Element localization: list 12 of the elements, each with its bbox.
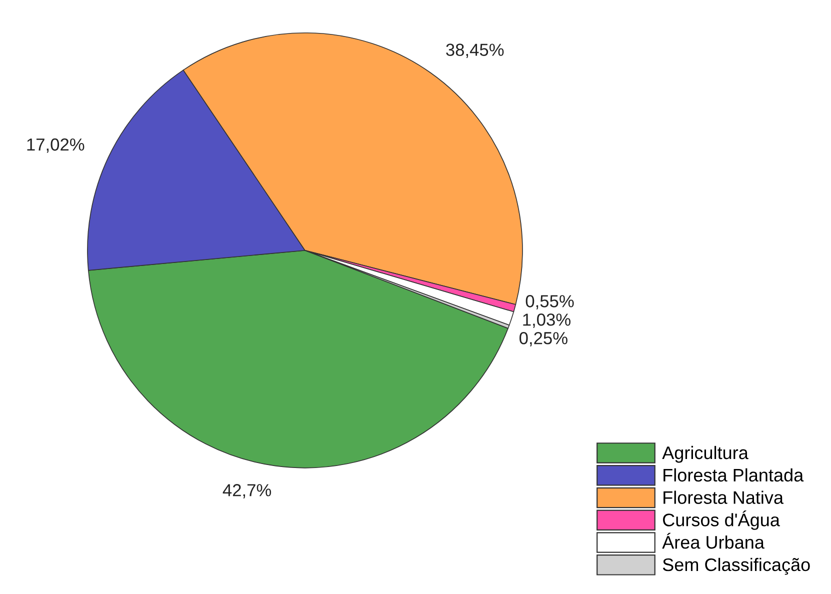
data-label: 0,25% <box>520 332 568 346</box>
data-label: 38,45% <box>446 44 504 58</box>
data-label: 17,02% <box>27 138 84 153</box>
legend-label: Agricultura <box>662 446 748 463</box>
legend-label: Sem Classificação <box>662 558 810 575</box>
data-label: 0,55% <box>526 295 574 310</box>
data-label: 1,03% <box>523 314 570 328</box>
legend-label: Floresta Plantada <box>664 468 804 482</box>
data-label: 42,7% <box>222 484 272 498</box>
legend-label: Área Urbana <box>662 532 764 549</box>
legend-label: Floresta Nativa <box>664 490 784 504</box>
legend-label: Cursos d'Água <box>663 510 780 530</box>
